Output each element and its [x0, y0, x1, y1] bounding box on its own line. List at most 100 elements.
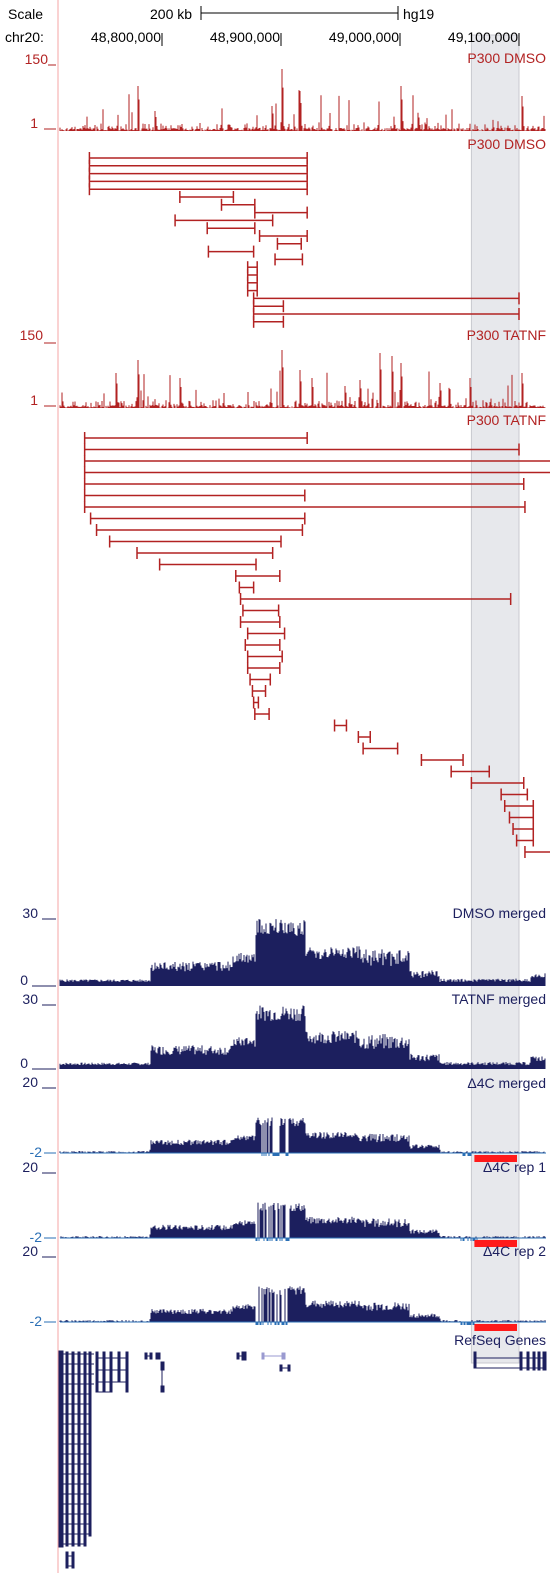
track-label: Δ4C rep 2: [483, 1243, 546, 1259]
interaction-interval: [88, 167, 308, 180]
track-p300-tatnf-signal: 150 1 P300 TATNF: [20, 327, 546, 408]
interaction-interval: [136, 547, 274, 559]
delta-plot: [59, 1117, 546, 1156]
axis-tick-label: 49,100,000: [448, 29, 518, 45]
track-label: P300 DMSO: [467, 50, 546, 66]
interaction-interval: [524, 846, 550, 858]
delta-plot: [59, 1202, 546, 1241]
highlight-region: [470, 34, 520, 1364]
track-min-label: -2: [30, 1229, 43, 1245]
interaction-interval: [274, 253, 304, 266]
interaction-interval: [83, 443, 520, 456]
track-label: P300 TATNF: [467, 327, 546, 343]
track-label: Δ4C merged: [467, 1075, 546, 1091]
interaction-interval: [83, 466, 550, 479]
axis-tick-label: 48,900,000: [210, 29, 280, 45]
scale-bar: [200, 6, 399, 20]
called-region: [474, 1240, 517, 1247]
gene-models: [58, 1350, 547, 1569]
interaction-interval: [179, 191, 235, 203]
track-label: RefSeq Genes: [454, 1332, 546, 1348]
track-label: DMSO merged: [453, 905, 546, 921]
interaction-interval: [242, 604, 280, 617]
axis-tick-label: 49,000,000: [329, 29, 399, 45]
interaction-interval: [515, 834, 535, 847]
track-min-label: 0: [20, 972, 28, 988]
interaction-interval: [357, 731, 371, 743]
track-max-label: 30: [22, 991, 38, 1007]
interaction-interval: [362, 742, 399, 755]
interaction-interval: [420, 754, 464, 766]
interaction-interval: [207, 245, 255, 258]
track-min-label: 0: [20, 1055, 28, 1071]
delta-plot: [59, 1286, 546, 1325]
track-max-label: 150: [20, 327, 44, 343]
interaction-interval: [88, 175, 308, 188]
track-max-label: 20: [22, 1159, 38, 1175]
interaction-interval: [83, 432, 308, 444]
delta-negative-bars: [255, 1322, 475, 1325]
gene-cluster-left: [58, 1350, 94, 1569]
interaction-interval: [239, 616, 281, 628]
interaction-interval: [246, 276, 258, 289]
gene-small-1: [144, 1352, 165, 1393]
interaction-interval: [89, 512, 306, 525]
interaction-interval: [174, 214, 274, 227]
delta-negative-bars: [255, 1238, 478, 1241]
ruler-header: Scale 200 kb hg19 chr20: 48,800,000 48,90…: [5, 6, 520, 46]
interaction-interval: [235, 570, 281, 582]
signal-peaks: [115, 350, 524, 408]
interaction-interval: [333, 719, 348, 732]
coverage-bars: [59, 1005, 546, 1069]
track-max-label: 30: [22, 905, 38, 921]
interaction-interval: [238, 581, 255, 594]
coverage-bars: [59, 919, 546, 986]
interaction-interval: [503, 800, 535, 812]
track-max-label: 20: [22, 1243, 38, 1259]
track-tatnf-merged: 30 0 TATNF merged: [20, 991, 546, 1071]
track-max-label: 20: [22, 1074, 38, 1090]
chrom-label: chr20:: [5, 29, 44, 45]
track-min-label: 1: [30, 392, 38, 408]
interaction-interval: [239, 593, 512, 605]
track-label: TATNF merged: [452, 991, 546, 1007]
highlight-regions: [470, 34, 520, 1364]
interaction-interval: [88, 183, 308, 196]
gene-cluster-2: [95, 1351, 129, 1393]
interaction-interval: [158, 558, 257, 571]
interaction-interval: [258, 230, 308, 242]
track-d4c-merged: 20 -2 Δ4C merged: [22, 1074, 546, 1162]
interaction-interval: [276, 237, 302, 250]
gene-cluster-right: [473, 1351, 547, 1371]
delta-negative-bars: [261, 1153, 472, 1156]
interaction-interval: [254, 206, 308, 219]
track-p300-tatnf-loops: P300 TATNF: [83, 412, 550, 858]
signal-bars: [59, 90, 546, 131]
genome-label: hg19: [403, 6, 434, 22]
interaction-interval: [508, 811, 535, 824]
interaction-interval: [252, 696, 260, 709]
interaction-interval: [500, 788, 529, 801]
interaction-interval: [88, 159, 308, 172]
signal-peaks: [137, 69, 524, 131]
track-dmso-merged: 30 0 DMSO merged: [20, 905, 546, 988]
track-label: P300 TATNF: [467, 412, 546, 428]
called-region: [474, 1155, 517, 1162]
scale-label: Scale: [8, 6, 43, 22]
interaction-interval: [246, 662, 281, 674]
coverage-plot: [59, 919, 546, 986]
coverage-plot: [59, 1005, 546, 1069]
signal-bars: [59, 370, 546, 408]
track-d4c-rep1: 20 -2 Δ4C rep 1: [22, 1159, 546, 1247]
interaction-interval: [244, 639, 281, 651]
interaction-interval: [246, 269, 258, 281]
interaction-interval: [83, 478, 525, 490]
axis-tick-label: 48,800,000: [91, 29, 161, 45]
interaction-interval: [251, 685, 267, 697]
interaction-interval: [254, 708, 270, 720]
interaction-interval: [83, 455, 550, 467]
track-refseq-genes: RefSeq Genes: [58, 1332, 547, 1569]
track-p300-dmso-loops: P300 DMSO: [88, 136, 546, 328]
axis-ticks: 48,800,000 48,900,000 49,000,000 49,100,000: [91, 29, 520, 46]
signal-plot: [59, 69, 546, 131]
